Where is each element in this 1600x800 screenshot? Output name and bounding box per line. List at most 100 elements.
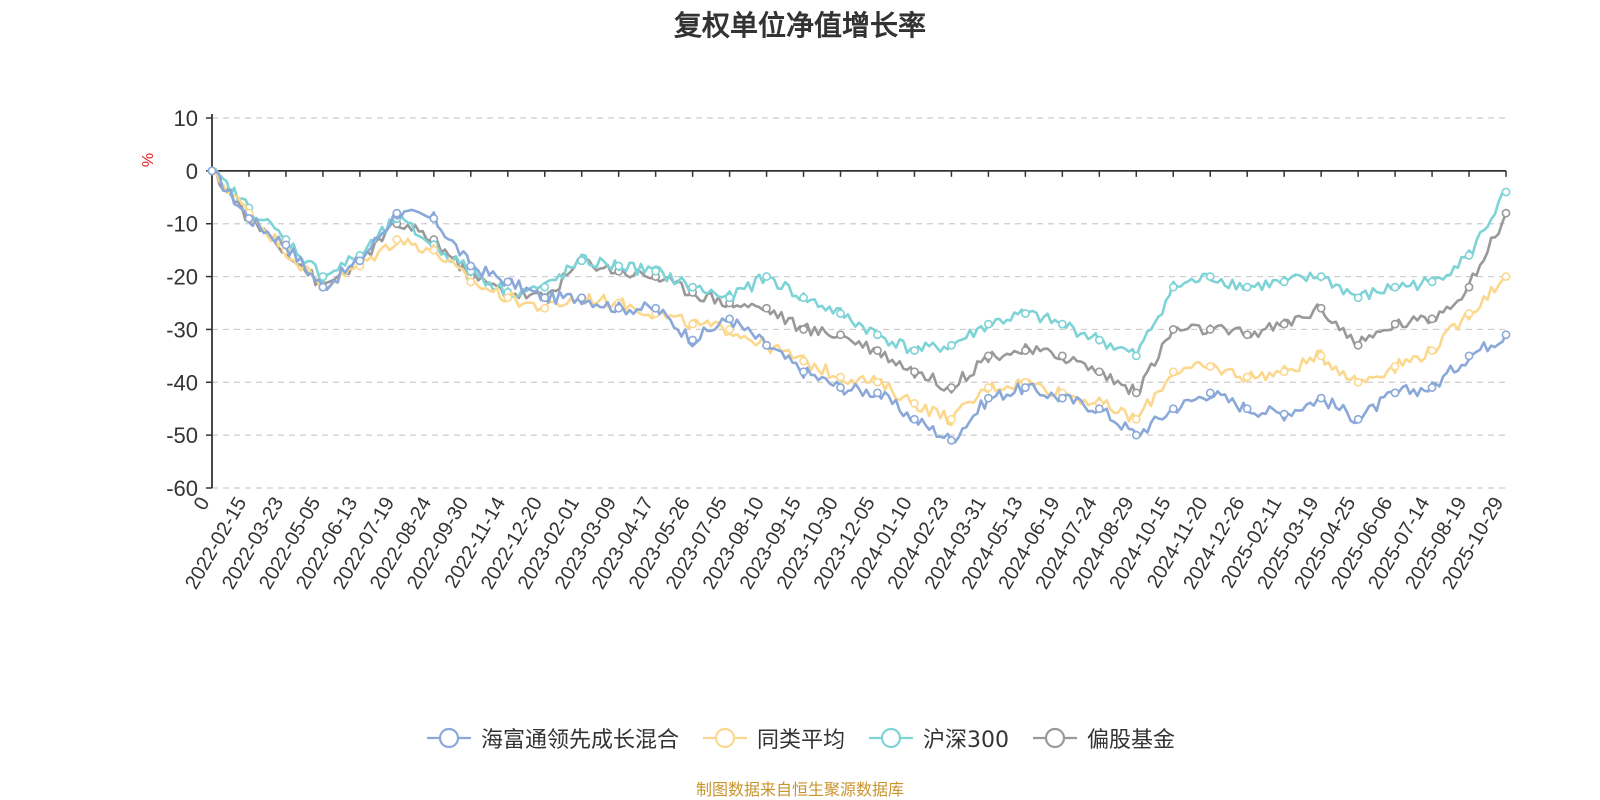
- data-point: [1353, 377, 1363, 387]
- line-chart: 100-10-20-30-40-50-6002022-02-152022-03-…: [140, 106, 1511, 593]
- data-point: [1057, 351, 1067, 361]
- data-point: [244, 214, 254, 223]
- data-point: [1205, 388, 1215, 398]
- series-line-3: [211, 167, 1507, 359]
- data-point: [1464, 309, 1474, 318]
- legend-label: 偏股基金: [1087, 728, 1176, 753]
- data-point: [1427, 383, 1437, 392]
- y-tick-label: 0: [186, 159, 198, 184]
- data-point: [1094, 367, 1104, 377]
- data-point: [1390, 388, 1400, 398]
- data-point: [947, 414, 956, 424]
- data-point: [1020, 346, 1030, 355]
- data-point: [1094, 335, 1104, 345]
- data-point: [577, 256, 587, 266]
- legend-label: 沪深300: [923, 728, 1009, 753]
- data-point: [1131, 351, 1141, 361]
- data-point: [1501, 330, 1511, 340]
- data-point: [1390, 319, 1400, 329]
- data-point: [1168, 282, 1178, 292]
- y-tick-label: 10: [174, 106, 198, 131]
- data-point: [873, 388, 882, 398]
- data-point: [1464, 282, 1474, 292]
- data-point: [1205, 362, 1215, 371]
- data-point: [466, 277, 476, 287]
- data-point: [1279, 409, 1289, 419]
- data-point: [799, 356, 808, 366]
- data-point: [799, 367, 808, 377]
- data-point: [1131, 414, 1141, 424]
- series-line-4: [211, 168, 1508, 397]
- legend-item-2[interactable]: 同类平均: [701, 722, 845, 754]
- data-point: [1205, 272, 1215, 281]
- data-point: [392, 235, 402, 244]
- x-tick-label: 0: [190, 494, 215, 515]
- data-point: [1279, 319, 1289, 329]
- legend-label: 海富通领先成长混合: [480, 728, 679, 753]
- data-point: [1057, 393, 1067, 403]
- data-point: [1316, 303, 1326, 313]
- legend-marker-icon: [1033, 727, 1077, 749]
- data-point: [688, 319, 698, 329]
- data-point: [318, 272, 328, 281]
- data-point: [1353, 340, 1363, 350]
- data-point: [466, 261, 476, 271]
- data-point: [836, 309, 845, 318]
- data-point: [984, 351, 993, 361]
- data-point: [1427, 314, 1437, 324]
- data-point: [1242, 404, 1252, 414]
- data-point: [947, 340, 956, 350]
- data-point: [1020, 309, 1030, 318]
- legend-label: 同类平均: [756, 728, 845, 753]
- data-point: [1168, 367, 1178, 377]
- data-point: [540, 293, 550, 303]
- data-point: [1094, 404, 1104, 414]
- source-note: 制图数据来自恒生聚源数据库: [695, 780, 904, 799]
- data-point: [984, 393, 993, 403]
- data-point: [984, 383, 993, 392]
- data-point: [1427, 277, 1437, 287]
- y-tick-label: -50: [166, 423, 198, 448]
- data-point: [577, 293, 587, 303]
- legend-marker-icon: [702, 727, 747, 749]
- legend-item-3[interactable]: 沪深300: [867, 722, 1009, 754]
- data-point: [1464, 351, 1474, 361]
- data-point: [503, 277, 513, 287]
- data-point: [1501, 208, 1511, 218]
- data-point: [540, 303, 550, 313]
- data-point: [281, 240, 291, 250]
- data-point: [910, 346, 919, 355]
- data-point: [799, 325, 808, 334]
- data-point: [503, 293, 513, 303]
- data-point: [836, 383, 845, 392]
- y-tick-label: -20: [166, 265, 198, 290]
- data-point: [910, 367, 919, 377]
- data-point: [1427, 346, 1437, 355]
- data-point: [540, 282, 550, 292]
- data-point: [1390, 282, 1400, 292]
- legend-item-1[interactable]: 海富通领先成长混合: [425, 722, 679, 754]
- data-point: [725, 293, 734, 303]
- gridlines: [212, 117, 1506, 489]
- legend-item-4[interactable]: 偏股基金: [1031, 722, 1175, 754]
- data-point: [1242, 282, 1252, 292]
- legend-marker-icon: [426, 727, 471, 749]
- axes: 100-10-20-30-40-50-6002022-02-152022-03-…: [166, 106, 1508, 593]
- data-point: [725, 314, 734, 324]
- data-point: [1316, 272, 1326, 281]
- data-point: [910, 399, 919, 408]
- data-point: [1168, 325, 1178, 334]
- data-point: [1390, 362, 1400, 371]
- data-point: [688, 335, 698, 345]
- data-point: [1131, 430, 1141, 440]
- y-tick-label: -40: [166, 370, 198, 395]
- data-point: [1464, 251, 1474, 260]
- data-point: [1131, 388, 1141, 398]
- data-point: [688, 282, 698, 292]
- data-point: [614, 303, 624, 313]
- data-point: [1353, 293, 1363, 303]
- data-point: [873, 377, 882, 387]
- data-point: [1205, 325, 1215, 334]
- y-tick-label: -10: [166, 212, 198, 237]
- y-axis-label: %: [140, 153, 157, 167]
